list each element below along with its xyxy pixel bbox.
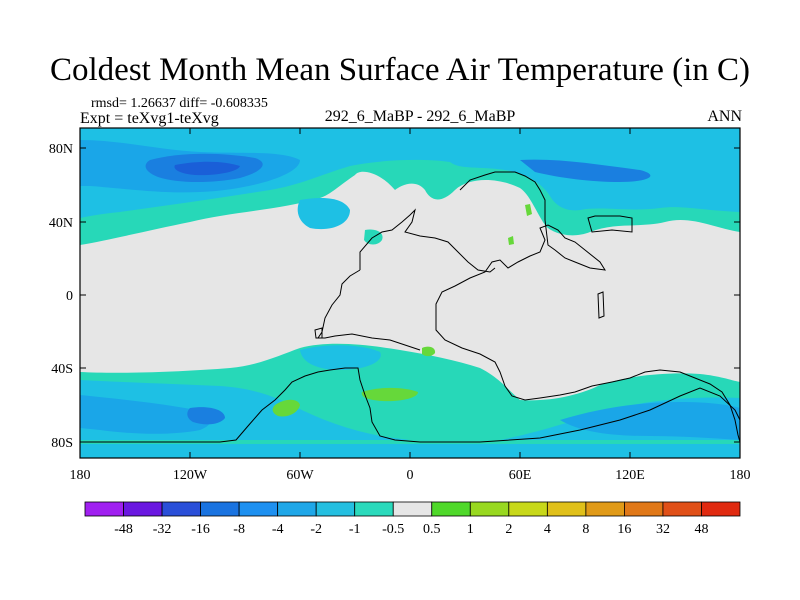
north-ocean-dark bbox=[174, 161, 240, 176]
south-ocean-mid bbox=[80, 395, 211, 434]
colorbar-swatch bbox=[431, 501, 471, 517]
x-tick-labels: 180 120W 60W 0 60E 120E 180 bbox=[70, 468, 751, 483]
north-ocean-blue-east bbox=[520, 159, 651, 182]
south-positive-patch-2 bbox=[272, 399, 300, 417]
y-tick-label: 80N bbox=[49, 142, 73, 157]
colorbar-labels: -48 -32 -16 -8 -4 -2 -1 -0.5 0.5 1 2 4 8… bbox=[114, 522, 708, 537]
colorbar-label: -2 bbox=[310, 522, 322, 537]
experiment-label: Expt = teXvg1-teXvg bbox=[80, 110, 219, 127]
north-positive-patch-2 bbox=[508, 236, 514, 245]
coastline-central bbox=[359, 208, 496, 273]
south-ocean-cyan bbox=[80, 380, 740, 458]
colorbar-swatch bbox=[315, 501, 356, 517]
coastline-east bbox=[435, 171, 740, 443]
colorbar-swatch bbox=[469, 501, 510, 517]
coastlines bbox=[80, 171, 740, 443]
x-tick-label: 0 bbox=[407, 468, 414, 483]
south-ocean-mid-east bbox=[560, 402, 740, 440]
x-tick-label: 120E bbox=[615, 468, 645, 483]
colorbar-swatch bbox=[238, 501, 279, 517]
colorbar-swatch bbox=[508, 501, 548, 517]
coastline-antarctic-west bbox=[80, 367, 480, 443]
x-tick-label: 120W bbox=[173, 468, 208, 483]
colorbar-label: -4 bbox=[272, 522, 284, 537]
x-tick-label: 60W bbox=[286, 468, 314, 483]
case-label: 292_6_MaBP - 292_6_MaBP bbox=[324, 108, 516, 125]
colorbar-label: 8 bbox=[582, 522, 589, 537]
colorbar-label: -48 bbox=[114, 522, 133, 537]
south-positive-patch-1 bbox=[361, 387, 418, 402]
north-atlantic-cyan bbox=[297, 198, 350, 230]
axis-ticks bbox=[79, 128, 741, 458]
coastline-small-island bbox=[597, 291, 605, 319]
x-tick-label: 180 bbox=[730, 468, 751, 483]
colorbar-label: -8 bbox=[233, 522, 245, 537]
x-tick-label: 180 bbox=[70, 468, 91, 483]
colorbar-swatch bbox=[662, 501, 702, 517]
colorbar-swatch bbox=[200, 501, 240, 517]
north-ocean-cyan bbox=[80, 128, 740, 218]
colorbar-label: -16 bbox=[191, 522, 210, 537]
colorbar-swatch bbox=[392, 501, 433, 517]
colorbar-label: 16 bbox=[617, 522, 631, 537]
period-label: ANN bbox=[707, 108, 742, 125]
colorbar-label: 2 bbox=[505, 522, 512, 537]
colorbar-swatch bbox=[701, 501, 741, 517]
colorbar-label: -1 bbox=[349, 522, 361, 537]
south-positive-patch-3 bbox=[422, 346, 436, 357]
plot-title: Coldest Month Mean Surface Air Temperatu… bbox=[50, 52, 750, 88]
colorbar-label: 0.5 bbox=[423, 522, 441, 537]
y-tick-label: 40S bbox=[51, 362, 73, 377]
south-pole-cyan bbox=[80, 444, 740, 458]
y-tick-label: 0 bbox=[66, 289, 73, 304]
colorbar-swatch bbox=[161, 501, 201, 517]
y-tick-label: 40N bbox=[49, 216, 73, 231]
colorbar-swatch bbox=[546, 501, 587, 517]
coastline-antarctic-east bbox=[479, 387, 740, 443]
colorbar-label: 32 bbox=[656, 522, 670, 537]
anomaly-field bbox=[80, 128, 740, 458]
colorbar-label: 1 bbox=[467, 522, 474, 537]
colorbar-swatch bbox=[123, 501, 163, 517]
south-ocean-blue bbox=[187, 407, 225, 425]
colorbar-swatch bbox=[277, 501, 317, 517]
colorbar-swatch bbox=[84, 501, 124, 517]
colorbar-swatch bbox=[585, 501, 625, 517]
coastline-pacific-island bbox=[314, 327, 323, 339]
y-tick-labels: 80N 40N 0 40S 80S bbox=[49, 142, 73, 451]
south-pacific-cyan bbox=[300, 345, 381, 370]
north-positive-patch-1 bbox=[525, 204, 532, 216]
stats-text: rmsd= 1.26637 diff= -0.608335 bbox=[91, 96, 268, 111]
colorbar-label: 48 bbox=[694, 522, 708, 537]
x-tick-label: 60E bbox=[509, 468, 532, 483]
colorbar-swatch bbox=[354, 501, 394, 517]
colorbar-swatch bbox=[624, 501, 664, 517]
colorbar-label: -32 bbox=[153, 522, 172, 537]
y-tick-label: 80S bbox=[51, 436, 73, 451]
colorbar bbox=[84, 501, 741, 517]
coastline-indian-block bbox=[587, 215, 633, 233]
colorbar-label: 4 bbox=[544, 522, 551, 537]
colorbar-label: -0.5 bbox=[382, 522, 404, 537]
